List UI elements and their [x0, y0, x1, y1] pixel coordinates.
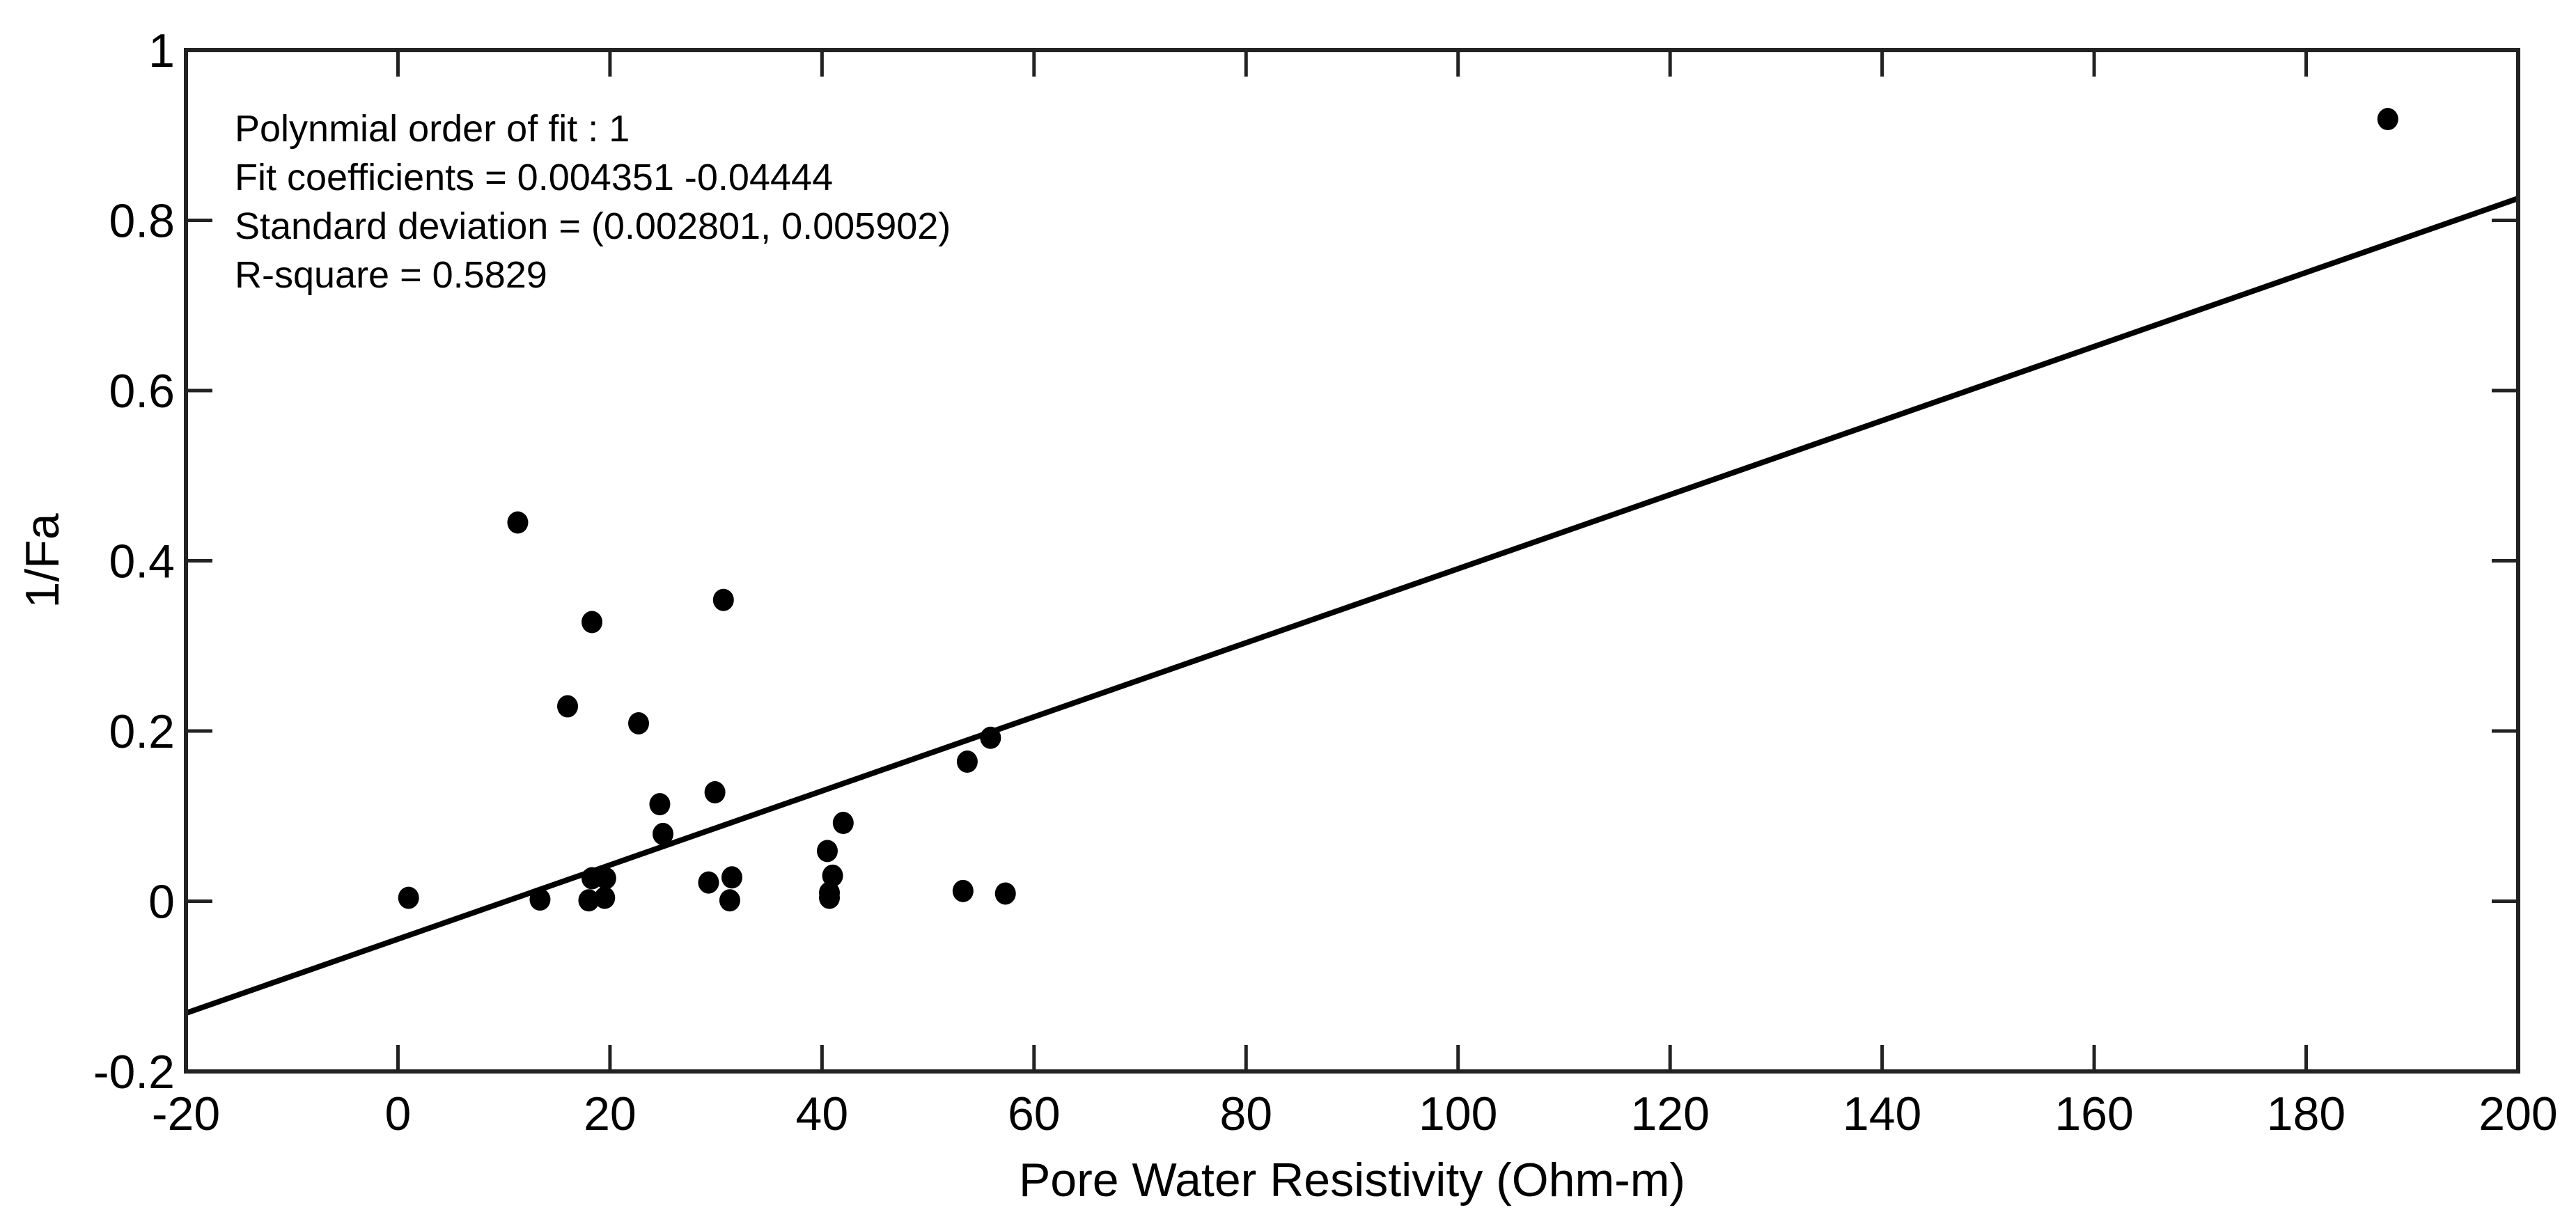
data-point	[721, 866, 742, 889]
data-point	[819, 886, 841, 909]
x-tick-label: 120	[1630, 1087, 1709, 1140]
data-point	[398, 886, 419, 909]
y-tick-label: 0.6	[109, 365, 175, 418]
x-tick-label: -20	[152, 1087, 220, 1140]
data-point	[956, 750, 978, 773]
data-point	[698, 871, 719, 894]
y-tick-labels: -0.2 0 0.2 0.4 0.6 0.8 1	[93, 24, 175, 1099]
axis-ticks	[184, 48, 2520, 1074]
data-point	[594, 886, 616, 909]
x-tick-label: 180	[2267, 1087, 2345, 1140]
x-tick-label: 20	[584, 1087, 637, 1140]
data-point	[980, 726, 1001, 749]
data-point	[507, 511, 529, 534]
data-point	[628, 712, 650, 734]
y-tick-label: 1	[148, 24, 175, 77]
x-tick-label: 40	[796, 1087, 849, 1140]
y-tick-label: 0.8	[109, 195, 175, 248]
x-tick-label: 0	[385, 1087, 412, 1140]
x-tick-label: 200	[2479, 1087, 2557, 1140]
y-tick-label: 0.2	[109, 705, 175, 758]
annotation-line: Standard deviation = (0.002801, 0.005902…	[235, 205, 951, 247]
y-axis-label: 1/Fa	[16, 513, 69, 608]
data-point	[712, 588, 734, 611]
annotation-line: R-square = 0.5829	[235, 254, 547, 296]
fit-annotation: Polynmial order of fit : 1 Fit coefficie…	[235, 108, 951, 296]
x-axis-label: Pore Water Resistivity (Ohm-m)	[1019, 1154, 1685, 1207]
data-point	[529, 888, 551, 911]
data-points	[398, 108, 2398, 912]
annotation-line: Fit coefficients = 0.004351 -0.04444	[235, 157, 833, 198]
data-point	[578, 889, 600, 912]
x-tick-labels: -20 0 20 40 60 80 100 120 140 160 180 200	[152, 1087, 2558, 1140]
data-point	[649, 793, 671, 816]
data-point	[557, 695, 579, 718]
data-point	[704, 781, 726, 804]
data-point	[719, 889, 740, 912]
y-tick-label: 0.4	[109, 535, 175, 588]
y-tick-label: -0.2	[93, 1046, 175, 1099]
data-point	[832, 812, 854, 835]
data-point	[952, 879, 974, 902]
x-tick-label: 140	[1843, 1087, 1921, 1140]
x-tick-label: 160	[2054, 1087, 2133, 1140]
x-tick-label: 80	[1219, 1087, 1272, 1140]
data-point	[816, 840, 838, 863]
x-tick-label: 100	[1419, 1087, 1497, 1140]
annotation-line: Polynmial order of fit : 1	[235, 108, 630, 150]
plot-frame	[184, 48, 2520, 1074]
data-point	[994, 882, 1016, 905]
data-point	[595, 867, 616, 890]
y-tick-label: 0	[148, 876, 175, 929]
data-point	[822, 864, 843, 887]
fit-line	[185, 196, 2520, 1016]
data-point	[2377, 108, 2398, 131]
fit-line-group	[185, 196, 2520, 1016]
data-point	[653, 822, 674, 845]
x-tick-label: 60	[1008, 1087, 1061, 1140]
data-point	[581, 611, 603, 634]
